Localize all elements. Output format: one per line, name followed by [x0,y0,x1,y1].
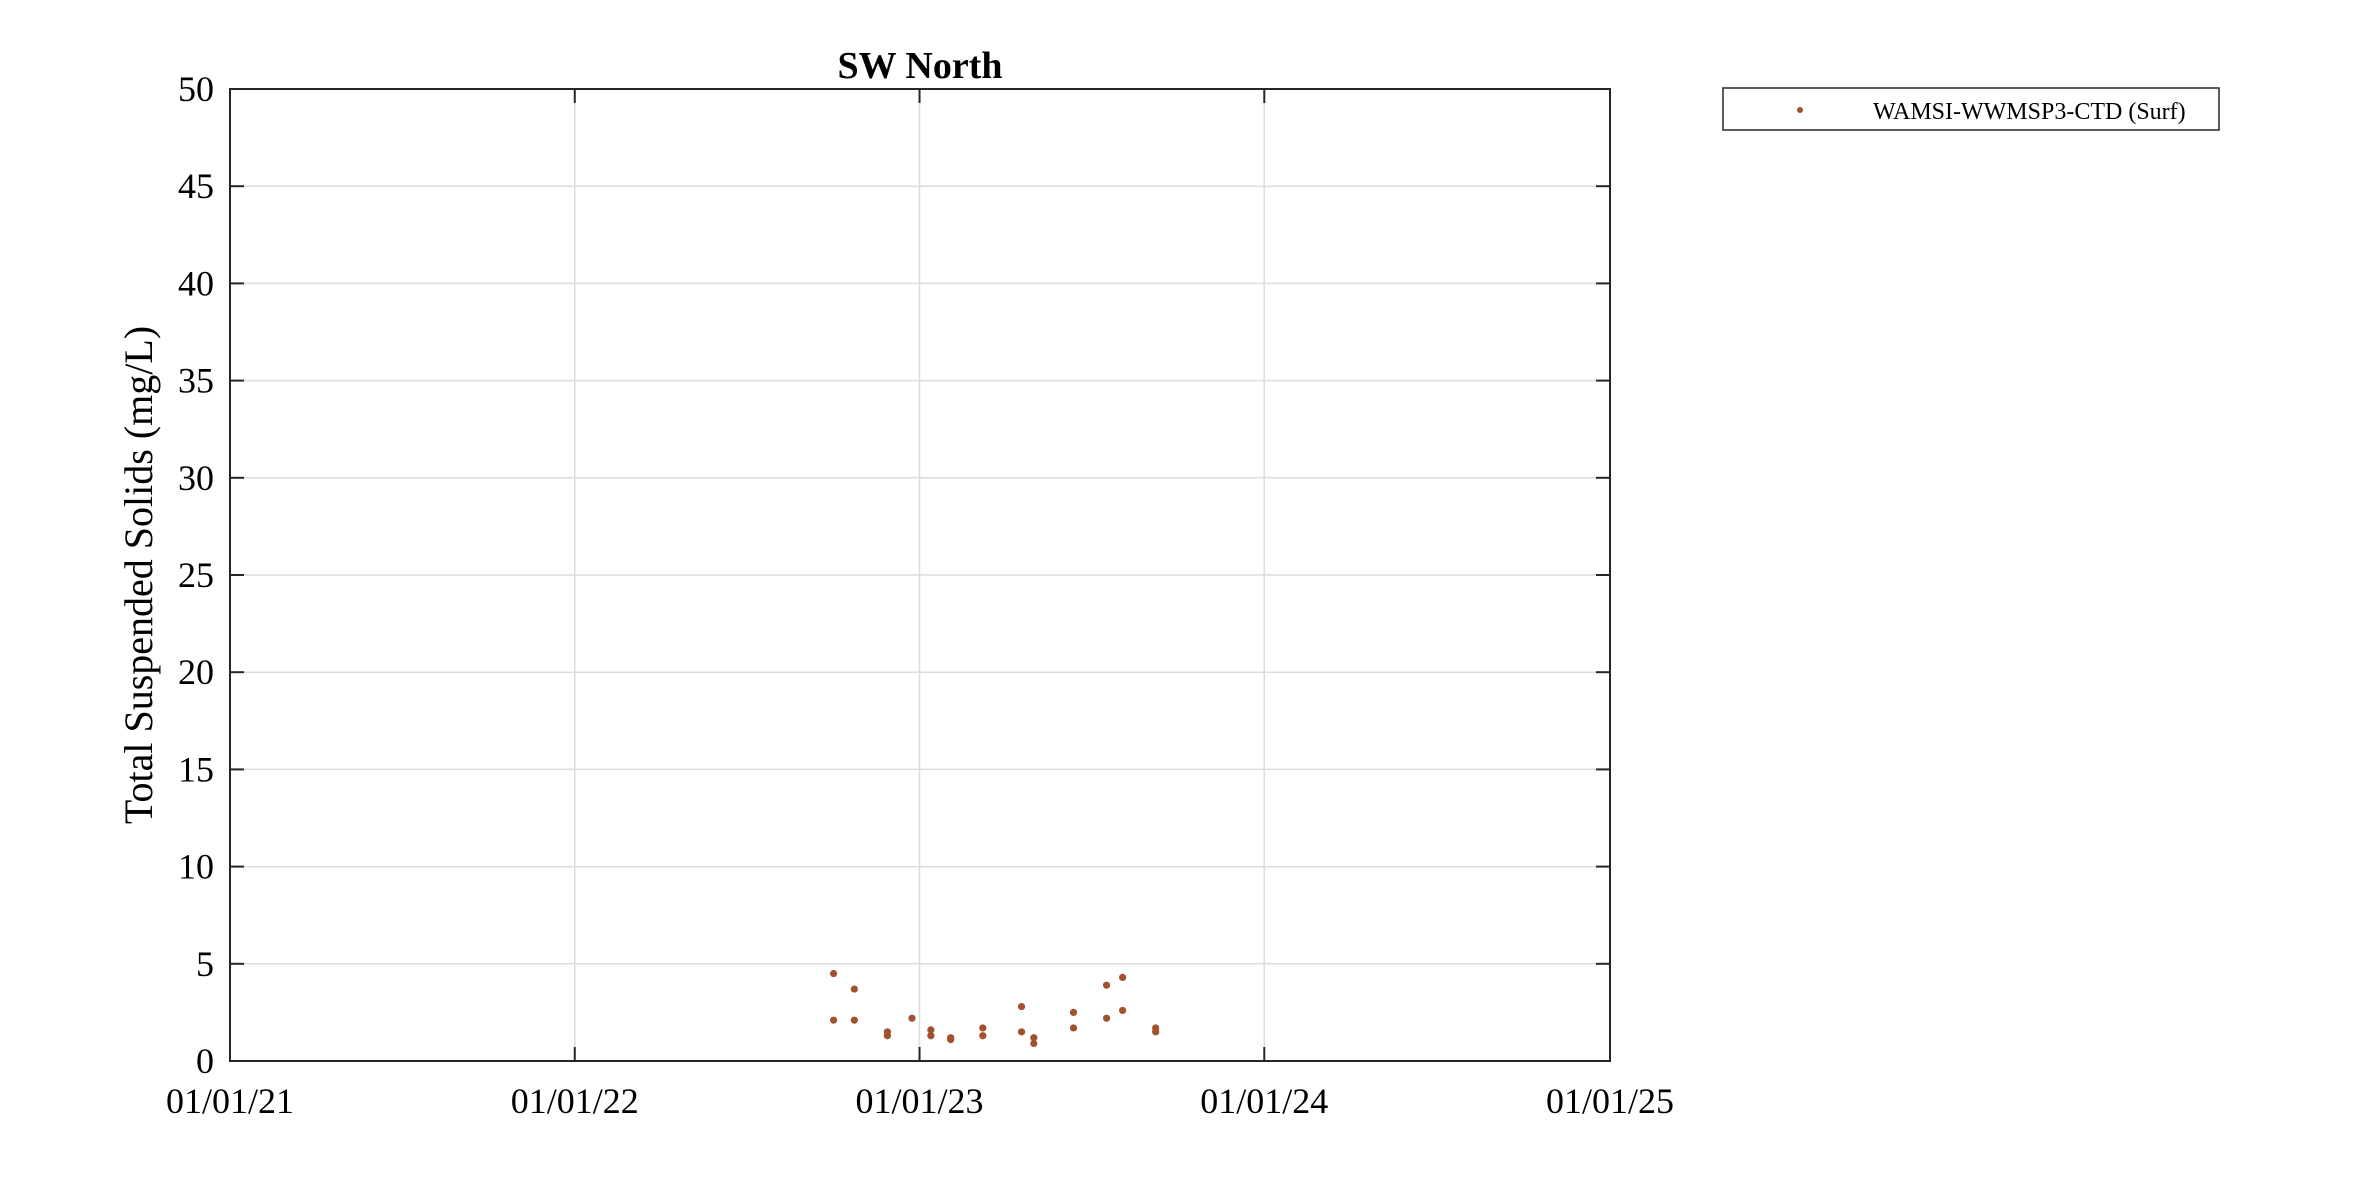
legend-box [1722,87,2220,131]
y-tick-label: 0 [196,1041,214,1081]
y-tick-label: 50 [178,69,214,109]
y-tick-label: 45 [178,166,214,206]
y-axis-label: Total Suspended Solids (mg/L) [116,326,161,824]
data-point [1102,981,1111,989]
data-point [1069,1008,1078,1017]
data-point [850,985,858,993]
y-tick-label: 40 [178,263,214,303]
x-tick-label: 01/01/22 [511,1081,639,1121]
data-point [1069,1024,1078,1032]
data-point [850,1016,858,1024]
data-point [1030,1034,1038,1042]
data-point [947,1036,955,1044]
x-tick-label: 01/01/24 [1200,1081,1328,1121]
legend-label: WAMSI-WWMSP3-CTD (Surf) [1873,99,2186,125]
x-tick-label: 01/01/25 [1546,1081,1674,1121]
data-point [1119,1006,1127,1015]
legend-marker [1797,107,1803,113]
data-point [1030,1039,1038,1048]
data-point [1017,1002,1026,1011]
data-point [979,1032,987,1040]
x-tick-label: 01/01/23 [856,1081,984,1121]
y-tick-label: 30 [178,458,214,498]
data-point [1119,973,1127,982]
chart-title: SW North [837,45,1002,87]
grid [230,89,1610,1061]
data-points [829,969,1160,1048]
y-tick-label: 20 [178,652,214,692]
y-tick-label: 35 [178,361,214,401]
tick-labels: 0 5 10 15 20 25 30 35 40 45 50 01/01/21 01/01/22 01/0… [166,69,1674,1121]
data-point [883,1032,892,1040]
legend: WAMSI-WWMSP3-CTD (Surf) [1722,87,2220,131]
data-point [908,1014,916,1022]
data-point [1102,1014,1111,1022]
y-tick-label: 25 [178,555,214,595]
y-tick-label: 5 [196,944,214,984]
data-point [829,969,838,978]
data-point [829,1016,838,1024]
data-point [1017,1028,1026,1036]
data-point [1152,1028,1160,1036]
plot-area-border [229,88,1611,1062]
data-point [979,1024,987,1032]
y-tick-label: 15 [178,749,214,789]
data-point [927,1026,935,1034]
x-tick-label: 01/01/21 [166,1081,294,1121]
y-tick-label: 10 [178,847,214,887]
data-point [927,1032,935,1040]
